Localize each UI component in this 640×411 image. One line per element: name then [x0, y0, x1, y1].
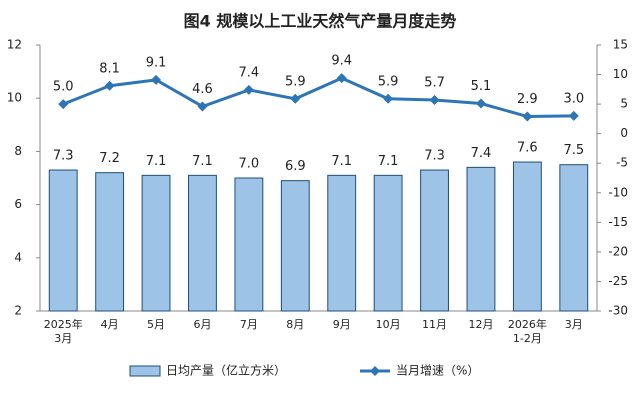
- line-marker: [383, 93, 394, 104]
- line-marker: [151, 74, 162, 85]
- bar: [559, 164, 589, 312]
- line-marker: [336, 73, 347, 84]
- y2-tick-label: 10: [613, 67, 628, 81]
- bar: [234, 177, 264, 312]
- x-tick-label: 12月: [468, 318, 493, 331]
- bar: [280, 180, 310, 312]
- line-marker: [429, 94, 440, 105]
- y-tick-label: 6: [14, 197, 22, 211]
- x-tick-label: 7月: [240, 318, 258, 331]
- line-marker: [197, 101, 208, 112]
- line-label: 5.7: [424, 75, 445, 90]
- line-label: 3.0: [563, 91, 584, 106]
- chart-title: 图4 规模以上工业天然气产量月度走势: [184, 12, 457, 31]
- bar-label: 7.3: [53, 149, 74, 164]
- line-marker: [568, 110, 579, 121]
- bar-label: 7.6: [517, 141, 538, 156]
- legend-label: 日均产量（亿立方米）: [166, 363, 286, 378]
- bar-label: 7.1: [378, 154, 399, 169]
- line-marker: [522, 111, 533, 122]
- y2-tick-label: 0: [620, 126, 628, 140]
- bar-label: 7.0: [239, 157, 260, 172]
- line: [62, 76, 574, 119]
- x-tick-label: 9月: [333, 318, 351, 331]
- y2-tick-label: 15: [613, 38, 628, 52]
- y2-tick-label: -10: [608, 185, 628, 199]
- bar: [141, 174, 171, 312]
- y2-tick-label: 5: [620, 97, 628, 111]
- line-label: 2.9: [517, 92, 538, 107]
- bar-label: 7.1: [146, 154, 167, 169]
- x-tick-label: 10月: [376, 318, 401, 331]
- line-label: 9.1: [146, 55, 167, 70]
- bar: [188, 174, 217, 312]
- legend-label: 当月增速（%）: [396, 364, 479, 378]
- line-label: 8.1: [99, 61, 120, 76]
- x-tick-label: 8月: [286, 318, 304, 331]
- line-marker: [475, 98, 486, 109]
- bar-label: 6.9: [285, 159, 306, 174]
- bar: [373, 174, 403, 312]
- y2-tick-label: -5: [616, 156, 628, 170]
- x-tick-label: 6月: [193, 318, 211, 331]
- y-tick-label: 8: [14, 144, 22, 158]
- x-tick-label: 4月: [101, 318, 119, 331]
- x-tick-label: 3月: [565, 318, 583, 331]
- legend-swatch: [129, 365, 161, 377]
- bar-label: 7.3: [424, 149, 445, 164]
- y2-tick-label: -30: [608, 304, 628, 318]
- line-marker: [58, 99, 69, 110]
- bar-label: 7.5: [563, 143, 584, 158]
- x-tick-label: 5月: [147, 318, 165, 331]
- y-tick-label: 2: [14, 304, 22, 318]
- bar: [420, 169, 449, 312]
- bar: [48, 169, 78, 312]
- bar: [327, 174, 357, 312]
- bar: [466, 166, 496, 312]
- bar: [512, 161, 542, 312]
- bar-label: 7.4: [471, 146, 492, 161]
- line-label: 4.6: [192, 82, 213, 97]
- line-marker: [243, 84, 254, 95]
- y2-tick-label: -20: [608, 244, 628, 258]
- bar-label: 7.2: [99, 151, 120, 166]
- legend-marker: [370, 366, 380, 376]
- bar-label: 7.1: [192, 154, 213, 169]
- line-marker: [104, 80, 115, 91]
- y2-tick-label: -25: [608, 274, 628, 288]
- y-tick-label: 10: [7, 91, 22, 105]
- line-label: 9.4: [331, 54, 352, 69]
- bar: [95, 172, 125, 312]
- x-tick-label: 2026年 1-2月: [508, 317, 547, 345]
- y-tick-label: 12: [7, 38, 22, 52]
- line-label: 7.4: [239, 65, 260, 80]
- bar-label: 7.1: [331, 154, 352, 169]
- line-label: 5.9: [378, 74, 399, 89]
- y2-tick-label: -15: [608, 215, 628, 229]
- x-tick-label: 2025年 3月: [44, 317, 83, 345]
- line-label: 5.0: [53, 80, 74, 95]
- x-tick-label: 11月: [422, 318, 447, 331]
- line-label: 5.9: [285, 74, 306, 89]
- line-label: 5.1: [471, 79, 492, 94]
- y-tick-label: 4: [14, 250, 22, 264]
- line-marker: [290, 93, 301, 104]
